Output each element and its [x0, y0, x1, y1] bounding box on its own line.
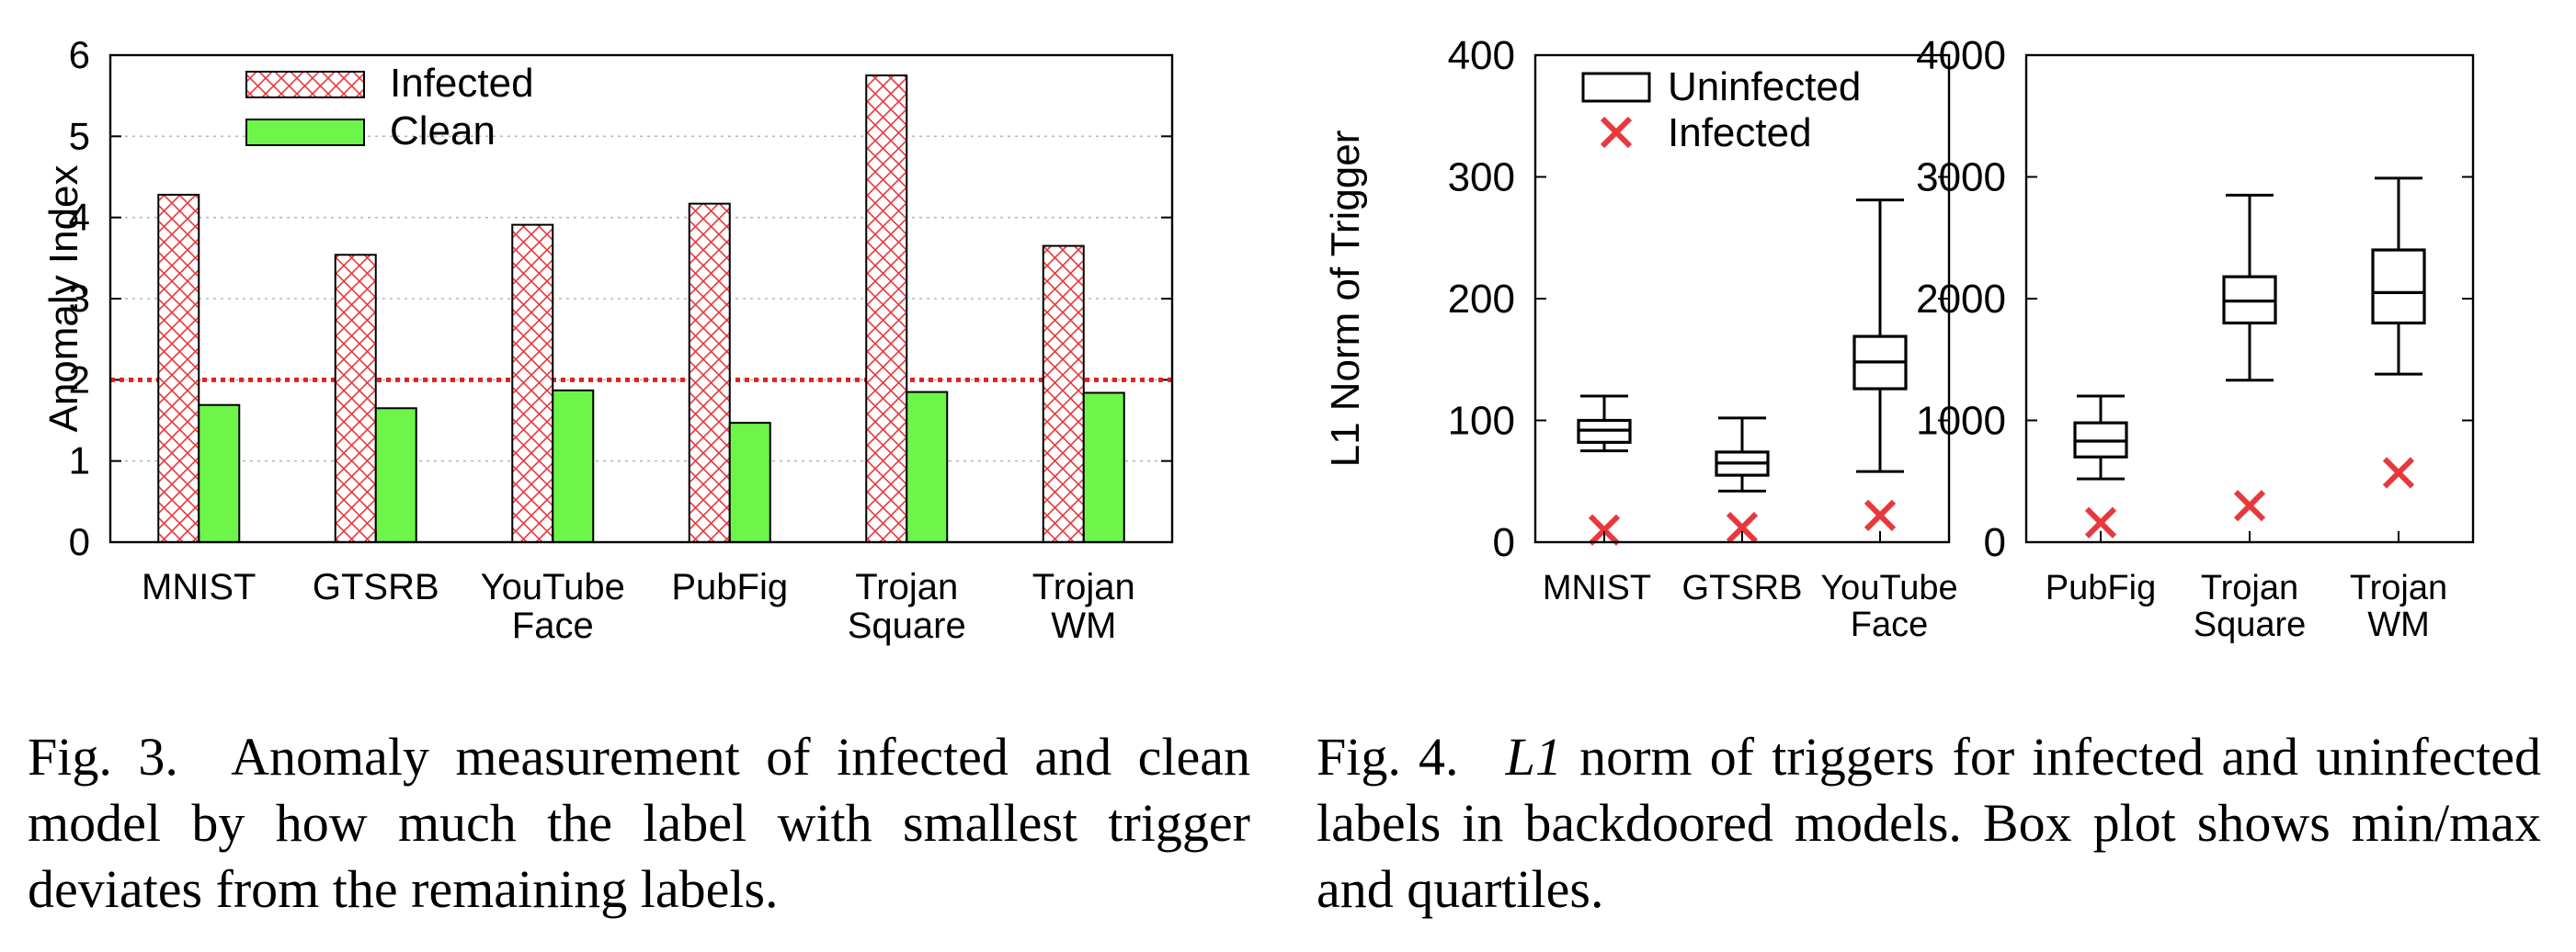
- fig3-anomaly-chart: 0 1 2 3 4 5 6 Anomaly Index MNIST GTSRB YouTubeFac…: [41, 33, 1174, 646]
- bar-infected-trojan-wm: [1042, 244, 1085, 543]
- bar-infected-mnist: [157, 193, 200, 544]
- x-tick-label: PubFig: [2046, 569, 2156, 607]
- x-tick-label: MNIST: [1543, 569, 1651, 607]
- bar-infected-pubfig: [688, 202, 731, 543]
- bar-clean-gtsrb: [374, 407, 417, 543]
- bar-infected-gtsrb: [334, 254, 377, 543]
- infected-marker-mnist: [1588, 514, 1621, 546]
- infected-marker-trojan-square: [2233, 490, 2266, 522]
- y-tick-label: 4000: [1916, 33, 2006, 78]
- fig3-caption-text: Anomaly measurement of infected and clea…: [28, 727, 1250, 919]
- bar-clean-trojan-wm: [1082, 391, 1125, 544]
- plot-frame: [108, 53, 1174, 544]
- x-tick-label: Square: [848, 606, 966, 646]
- fig4-caption: Fig. 4. L1 norm of triggers for infected…: [1316, 724, 2541, 923]
- y-axis-label: L1 Norm of Trigger: [1323, 130, 1368, 468]
- bar-infected-trojan-square: [865, 74, 908, 543]
- x-tick-label: WM: [2367, 606, 2430, 644]
- y-tick-label: 300: [1448, 155, 1515, 200]
- legend-swatch-infected: [245, 71, 365, 98]
- y-tick-label: 4: [69, 196, 90, 239]
- fig4-caption-label: Fig. 4.: [1316, 727, 1459, 787]
- y-tick-label: 3: [69, 277, 90, 320]
- x-tick-label: YouTube: [481, 567, 625, 607]
- x-tick-label: Trojan: [2350, 569, 2447, 607]
- plot-frame: [2024, 53, 2475, 544]
- y-tick-label: 1000: [1916, 399, 2006, 444]
- bar-clean-youtube-face: [552, 389, 595, 544]
- y-tick-label: 2: [69, 357, 90, 401]
- x-tick-label: Face: [512, 606, 594, 646]
- legend-swatch-clean: [245, 119, 365, 146]
- x-tick-label: Trojan: [1032, 567, 1135, 607]
- infected-marker-pubfig: [2084, 506, 2117, 538]
- bar-infected-youtube-face: [511, 223, 554, 543]
- x-tick-label: YouTube: [1820, 569, 1957, 607]
- y-tick-label: 2000: [1916, 277, 2006, 322]
- bar-clean-mnist: [198, 403, 241, 544]
- y-tick-label: 1: [69, 439, 90, 482]
- legend-label-infected: Infected: [390, 61, 534, 106]
- y-tick-label: 6: [69, 33, 90, 76]
- fig3-caption-label: Fig. 3.: [28, 727, 178, 787]
- bar-clean-pubfig: [728, 422, 771, 543]
- y-tick-label: 0: [1493, 520, 1515, 565]
- x-tick-label: WM: [1051, 606, 1116, 646]
- x-tick-label: Trojan: [855, 567, 958, 607]
- y-tick-label: 400: [1448, 33, 1515, 78]
- fig4-caption-math: L1: [1505, 727, 1562, 787]
- x-tick-label: Square: [2194, 606, 2307, 644]
- infected-marker-gtsrb: [1726, 511, 1759, 544]
- y-tick-label: 5: [69, 114, 90, 157]
- x-tick-label: GTSRB: [313, 567, 439, 607]
- legend-label-clean: Clean: [390, 108, 496, 153]
- x-tick-label: GTSRB: [1682, 569, 1803, 607]
- fig4-caption-text: norm of triggers for infected and uninfe…: [1316, 727, 2542, 919]
- x-tick-label: MNIST: [142, 567, 256, 607]
- y-tick-label: 0: [1984, 520, 2006, 565]
- infected-marker-youtube-face: [1864, 499, 1897, 531]
- y-tick-label: 200: [1448, 277, 1515, 322]
- box-trojan-wm: [2371, 248, 2426, 325]
- y-axis-label: Anomaly Index: [41, 164, 86, 432]
- legend-label-uninfected: Uninfected: [1668, 64, 1861, 109]
- plot-frame: [1533, 53, 1951, 544]
- y-tick-label: 3000: [1916, 155, 2006, 200]
- y-tick-label: 100: [1448, 399, 1515, 444]
- x-tick-label: Face: [1851, 606, 1928, 644]
- y-tick-label: 0: [69, 520, 90, 563]
- legend-swatch-uninfected: [1581, 72, 1651, 103]
- bar-clean-trojan-square: [906, 391, 949, 544]
- legend-marker-infected: [1600, 116, 1633, 149]
- x-tick-label: Trojan: [2201, 569, 2298, 607]
- x-tick-label: PubFig: [671, 567, 788, 607]
- fig4-left-boxplot: 0 100 200 300 400 L1 Norm of Trigger MNIST GTSR…: [1323, 33, 1958, 644]
- fig3-caption: Fig. 3. Anomaly measurement of infected …: [28, 724, 1250, 923]
- infected-marker-trojan-wm: [2382, 457, 2415, 489]
- legend-label-infected: Infected: [1668, 110, 1812, 155]
